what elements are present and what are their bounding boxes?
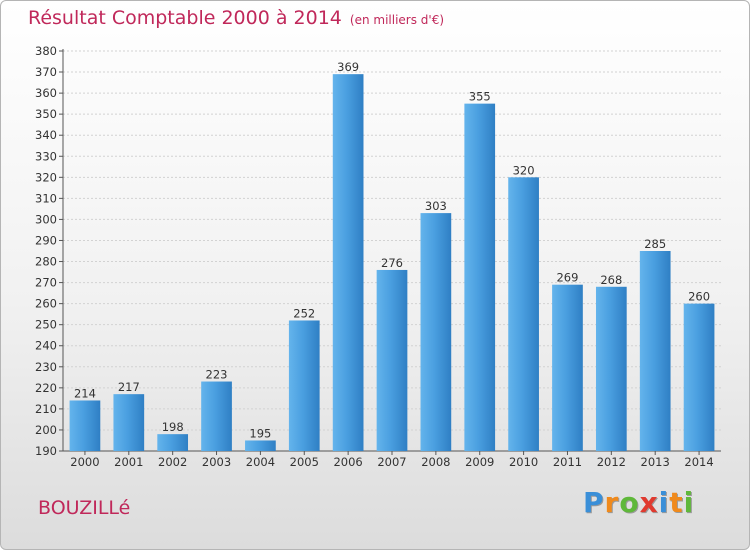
- bar: [332, 74, 364, 451]
- y-tick-label: 250: [35, 318, 57, 332]
- y-tick-label: 190: [35, 444, 57, 458]
- x-tick-label: 2010: [509, 455, 538, 469]
- y-tick-label: 210: [35, 402, 57, 416]
- x-tick-label: 2000: [70, 455, 99, 469]
- bar-value-label: 260: [688, 290, 710, 304]
- y-tick-label: 200: [35, 423, 57, 437]
- bar: [508, 177, 539, 451]
- logo-letter: t: [669, 486, 684, 519]
- bar-value-label: 369: [337, 60, 359, 74]
- bar-value-label: 269: [556, 271, 578, 285]
- y-tick-label: 290: [35, 233, 57, 247]
- y-tick-label: 230: [35, 360, 57, 374]
- x-tick-label: 2009: [465, 455, 494, 469]
- y-tick-label: 270: [35, 276, 57, 290]
- bar: [464, 103, 496, 451]
- bar-value-label: 285: [644, 237, 666, 251]
- bar: [552, 284, 583, 451]
- x-tick-label: 2008: [421, 455, 450, 469]
- chart-subtitle: (en milliers d'€): [349, 13, 445, 27]
- bar-value-label: 223: [206, 368, 228, 382]
- y-tick-label: 370: [35, 65, 57, 79]
- y-tick-label: 360: [35, 86, 57, 100]
- x-tick-label: 2006: [333, 455, 362, 469]
- y-tick-label: 380: [35, 44, 57, 58]
- bar: [201, 381, 232, 451]
- y-tick-label: 300: [35, 212, 57, 226]
- x-tick-label: 2011: [553, 455, 582, 469]
- y-tick-label: 350: [35, 107, 57, 121]
- bar-value-label: 355: [469, 90, 491, 104]
- bar: [157, 434, 189, 451]
- x-tick-label: 2001: [114, 455, 143, 469]
- bars: [69, 74, 715, 451]
- bar-value-label: 195: [249, 426, 271, 440]
- logo-letter: P: [583, 486, 605, 519]
- bar-value-label: 198: [162, 420, 184, 434]
- x-tick-label: 2014: [684, 455, 713, 469]
- logo-letter: i: [658, 486, 670, 519]
- bar: [595, 286, 627, 451]
- y-tick-label: 320: [35, 170, 57, 184]
- y-tick-label: 340: [35, 128, 57, 142]
- x-tick-label: 2003: [202, 455, 231, 469]
- x-tick-label: 2005: [290, 455, 319, 469]
- location-name: BOUZILLé: [38, 497, 131, 519]
- bar-value-label: 303: [425, 199, 447, 213]
- x-tick-label: 2004: [246, 455, 275, 469]
- bar: [639, 251, 671, 451]
- chart-title-text: Résultat Comptable 2000 à 2014: [28, 7, 342, 29]
- y-tick-label: 310: [35, 191, 57, 205]
- bar-value-label: 320: [513, 163, 535, 177]
- logo-letter: r: [604, 486, 620, 519]
- bar: [683, 303, 715, 451]
- chart-title: Résultat Comptable 2000 à 2014 (en millie…: [28, 7, 444, 29]
- labels: 190 200 210 220 230 240 250 260 270 280 290 300 310 3…: [35, 44, 714, 469]
- bar: [113, 394, 145, 451]
- bar: [420, 213, 452, 451]
- proxiti-logo: Proxiti: [583, 486, 694, 519]
- y-tick-label: 280: [35, 255, 57, 269]
- x-tick-label: 2002: [158, 455, 187, 469]
- x-tick-label: 2007: [377, 455, 406, 469]
- x-tick-label: 2013: [641, 455, 670, 469]
- bar: [245, 440, 276, 451]
- bar-value-label: 217: [118, 380, 140, 394]
- x-tick-label: 2012: [597, 455, 626, 469]
- bar: [69, 400, 101, 451]
- y-tick-label: 220: [35, 381, 57, 395]
- y-tick-label: 330: [35, 149, 57, 163]
- bar: [376, 269, 408, 451]
- bar-value-label: 268: [600, 273, 622, 287]
- bar: [288, 320, 320, 451]
- logo-letter: o: [619, 486, 640, 519]
- y-tick-label: 240: [35, 339, 57, 353]
- bar-value-label: 214: [74, 386, 96, 400]
- bar-value-label: 276: [381, 256, 403, 270]
- y-tick-label: 260: [35, 297, 57, 311]
- logo-letter: x: [639, 486, 659, 519]
- logo-letter: i: [683, 486, 695, 519]
- bar-value-label: 252: [293, 306, 315, 320]
